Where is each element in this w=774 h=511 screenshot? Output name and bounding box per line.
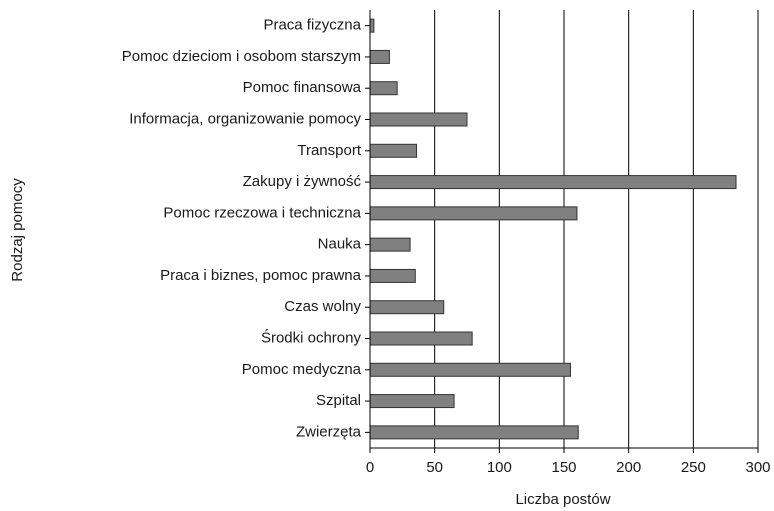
y-tick-label: Transport	[297, 142, 361, 159]
x-tick-label: 250	[681, 459, 706, 476]
y-tick-label: Nauka	[318, 236, 362, 253]
y-tick-label: Praca fizyczna	[263, 17, 361, 34]
x-axis-label: Liczba postów	[515, 491, 610, 508]
y-axis-label: Rodzaj pomocy	[9, 178, 26, 282]
bar	[369, 175, 737, 190]
bar	[369, 49, 390, 64]
bar	[369, 425, 579, 440]
bar	[369, 331, 473, 346]
y-tick-label: Pomoc dzieciom i osobom starszym	[122, 48, 361, 65]
bar	[369, 112, 468, 127]
x-tick-label: 200	[616, 459, 641, 476]
y-tick-label: Zakupy i żywność	[243, 173, 362, 190]
y-tick-label: Informacja, organizowanie pomocy	[129, 110, 361, 127]
x-tick-label: 100	[487, 459, 512, 476]
y-tick-label: Środki ochrony	[261, 328, 362, 346]
bar	[369, 206, 578, 221]
bar	[369, 81, 398, 96]
y-tick-label: Zwierzęta	[296, 423, 362, 440]
x-tick-label: 150	[551, 459, 576, 476]
x-tick-label: 50	[426, 459, 443, 476]
bar	[369, 394, 455, 409]
bar	[369, 143, 418, 158]
bar	[369, 268, 416, 283]
y-tick-label: Szpital	[316, 392, 361, 409]
y-tick-label: Pomoc rzeczowa i techniczna	[163, 204, 361, 221]
bar	[369, 300, 445, 315]
bar	[369, 237, 411, 252]
x-tick-label: 0	[366, 459, 374, 476]
y-tick-label: Pomoc medyczna	[242, 361, 362, 378]
y-tick-label: Pomoc finansowa	[243, 79, 362, 96]
y-tick-label: Czas wolny	[284, 298, 361, 315]
y-tick-label: Praca i biznes, pomoc prawna	[160, 267, 362, 284]
x-tick-label: 300	[745, 459, 770, 476]
bar	[369, 362, 571, 377]
bar	[369, 18, 375, 33]
